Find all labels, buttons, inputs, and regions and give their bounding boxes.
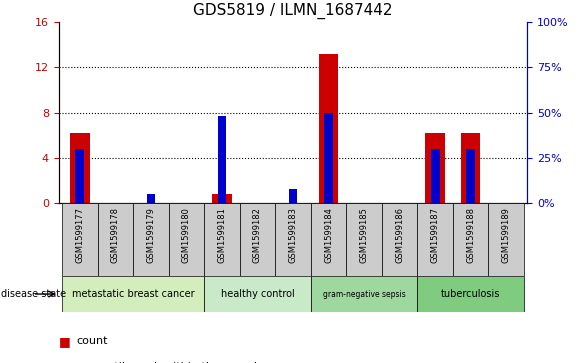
Text: count: count xyxy=(76,336,108,346)
Text: healthy control: healthy control xyxy=(220,289,294,299)
Text: GSM1599177: GSM1599177 xyxy=(76,207,84,263)
Bar xyxy=(319,54,338,203)
Text: GSM1599183: GSM1599183 xyxy=(288,207,298,263)
Bar xyxy=(275,203,311,276)
Bar xyxy=(76,149,84,203)
Bar xyxy=(382,203,417,276)
Text: GSM1599187: GSM1599187 xyxy=(431,207,440,263)
Text: metastatic breast cancer: metastatic breast cancer xyxy=(72,289,195,299)
Bar xyxy=(146,194,155,203)
Bar xyxy=(133,203,169,276)
Text: percentile rank within the sample: percentile rank within the sample xyxy=(76,362,264,363)
Text: GSM1599181: GSM1599181 xyxy=(217,207,226,263)
Text: GSM1599186: GSM1599186 xyxy=(395,207,404,263)
Text: GSM1599179: GSM1599179 xyxy=(146,207,155,263)
Bar xyxy=(212,194,231,203)
Bar xyxy=(217,116,226,203)
Bar xyxy=(417,276,524,312)
Bar xyxy=(466,149,475,203)
Bar xyxy=(453,203,488,276)
Bar xyxy=(169,203,204,276)
Text: tuberculosis: tuberculosis xyxy=(441,289,500,299)
Text: GSM1599182: GSM1599182 xyxy=(253,207,262,263)
Bar xyxy=(461,133,481,203)
Text: GSM1599180: GSM1599180 xyxy=(182,207,191,263)
Bar xyxy=(70,133,90,203)
Bar xyxy=(240,203,275,276)
Bar xyxy=(62,203,98,276)
Text: GSM1599189: GSM1599189 xyxy=(502,207,510,263)
Bar xyxy=(324,113,333,203)
Bar xyxy=(311,203,346,276)
Bar xyxy=(62,276,204,312)
Bar xyxy=(417,203,453,276)
Bar xyxy=(204,276,311,312)
Bar xyxy=(204,203,240,276)
Bar xyxy=(346,203,382,276)
Text: ■: ■ xyxy=(59,335,70,348)
Bar xyxy=(488,203,524,276)
Bar xyxy=(425,133,445,203)
Text: GSM1599184: GSM1599184 xyxy=(324,207,333,263)
Text: gram-negative sepsis: gram-negative sepsis xyxy=(323,290,406,298)
Bar xyxy=(98,203,133,276)
Bar xyxy=(431,149,440,203)
Text: GSM1599188: GSM1599188 xyxy=(466,207,475,263)
Text: GSM1599185: GSM1599185 xyxy=(360,207,369,263)
Bar xyxy=(288,189,298,203)
Text: ■: ■ xyxy=(59,360,70,363)
Bar xyxy=(311,276,417,312)
Text: GSM1599178: GSM1599178 xyxy=(111,207,120,263)
Title: GDS5819 / ILMN_1687442: GDS5819 / ILMN_1687442 xyxy=(193,3,393,19)
Text: disease state: disease state xyxy=(1,289,66,299)
